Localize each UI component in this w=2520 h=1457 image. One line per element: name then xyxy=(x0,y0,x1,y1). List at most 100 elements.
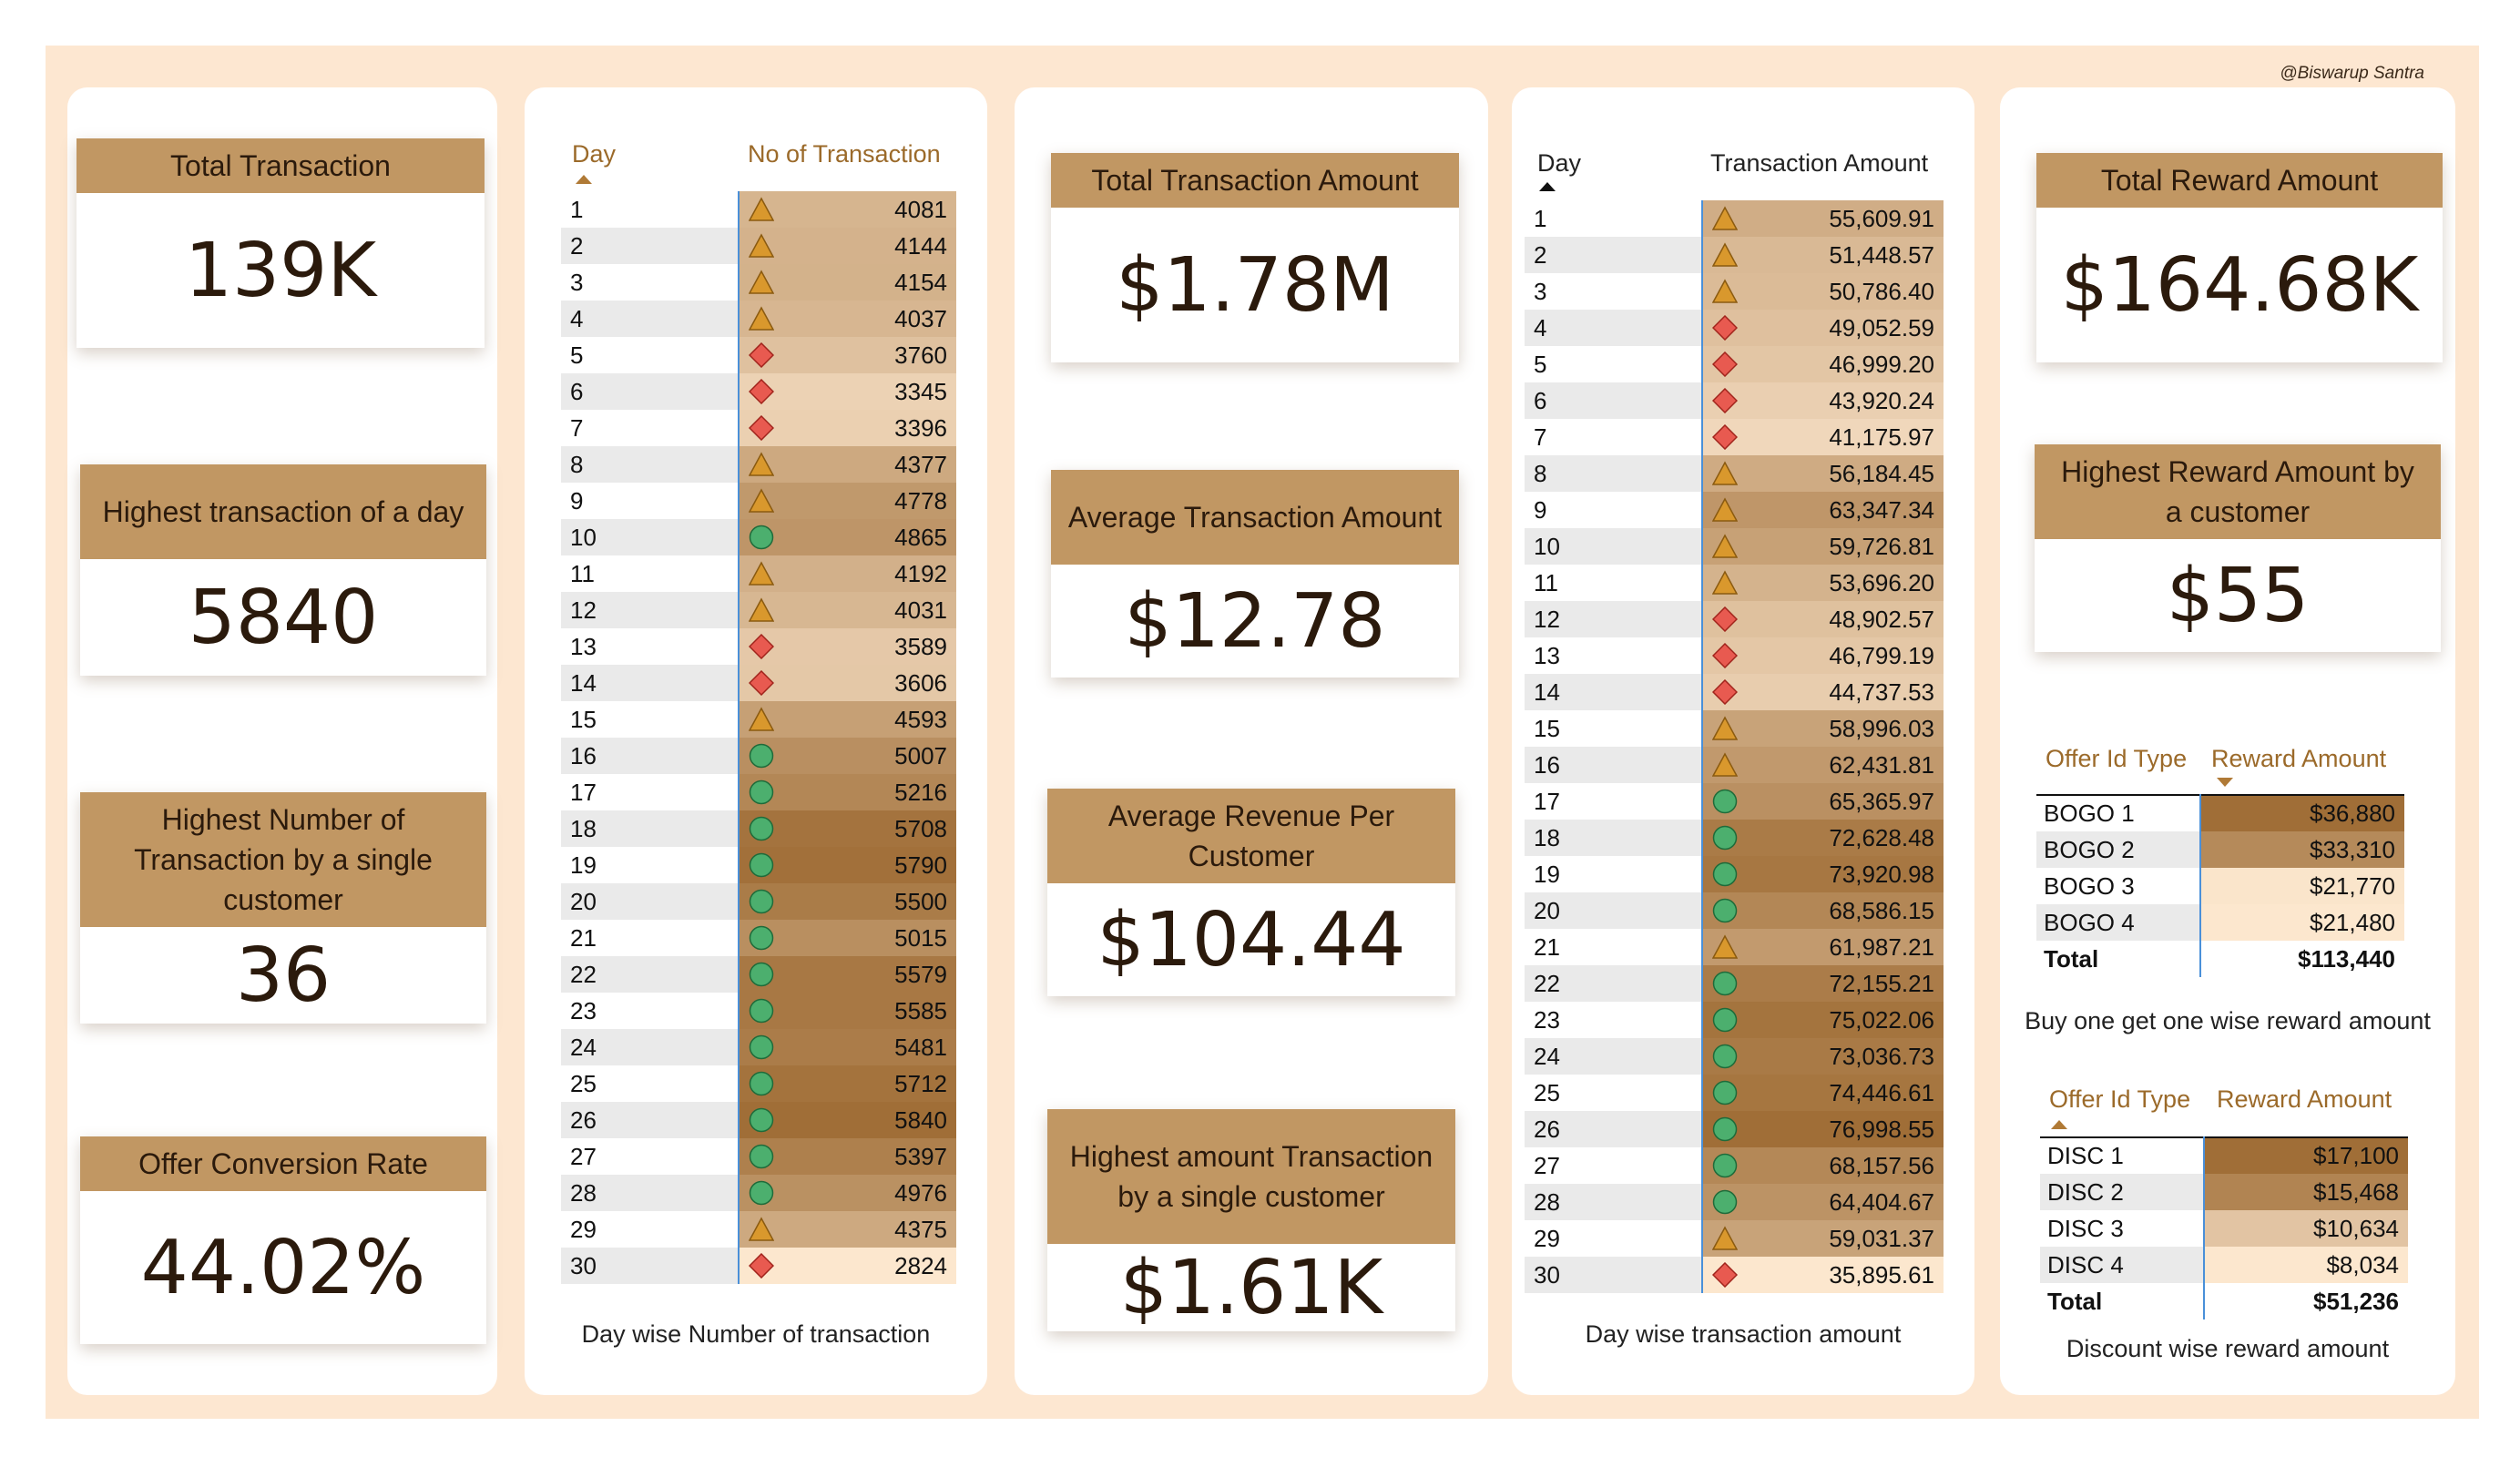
day-cell: 30 xyxy=(1525,1257,1703,1293)
day-cell: 18 xyxy=(1525,820,1703,856)
table-row: 13 46,799.19 xyxy=(1525,637,1944,674)
value-cell: 65,365.97 xyxy=(1702,783,1944,820)
day-amount-table: 1 55,609.91 2 51,448.57 3 50,786.40 4 49,052.59… xyxy=(1525,200,1944,1293)
value-text: 50,786.40 xyxy=(1829,277,1934,305)
total-transaction-amount-card: Total Transaction Amount $1.78M xyxy=(1051,153,1459,362)
value-text: 72,628.48 xyxy=(1829,823,1934,851)
day-cell: 6 xyxy=(561,373,740,410)
sort-ascending-icon[interactable] xyxy=(1539,182,1556,191)
table-row: 1 55,609.91 xyxy=(1525,200,1944,237)
bogo-header-value[interactable]: Reward Amount xyxy=(2211,745,2387,772)
card-title: Highest Reward Amount by a customer xyxy=(2035,444,2441,539)
value-text: 64,404.67 xyxy=(1829,1187,1934,1216)
table-row: BOGO 1 $36,880 xyxy=(2036,794,2404,831)
day-cell: 8 xyxy=(561,446,740,483)
triangle-icon xyxy=(1712,534,1738,558)
table-row: 25 5712 xyxy=(561,1065,956,1102)
value-cell: 72,155.21 xyxy=(1702,965,1944,1002)
table-row: 17 65,365.97 xyxy=(1525,783,1944,820)
triangle-icon xyxy=(1712,934,1738,959)
table-row: 11 53,696.20 xyxy=(1525,565,1944,601)
value-cell: 61,987.21 xyxy=(1702,929,1944,965)
reward-cell: $36,880 xyxy=(2200,794,2404,831)
triangle-icon xyxy=(1712,716,1738,740)
table-row: 3 50,786.40 xyxy=(1525,273,1944,310)
table-row: 8 4377 xyxy=(561,446,956,483)
total-row: Total $113,440 xyxy=(2036,941,2404,977)
circle-icon xyxy=(749,779,774,805)
circle-icon xyxy=(1712,1007,1738,1033)
day-cell: 17 xyxy=(1525,783,1703,820)
table-row: 10 4865 xyxy=(561,519,956,555)
value-text: 73,920.98 xyxy=(1829,860,1934,888)
table-row: 16 62,431.81 xyxy=(1525,747,1944,783)
value-cell: 44,737.53 xyxy=(1702,674,1944,710)
diamond-icon xyxy=(749,379,774,404)
value-cell: 68,157.56 xyxy=(1702,1147,1944,1184)
day-cell: 3 xyxy=(561,264,740,301)
value-text: 65,365.97 xyxy=(1829,787,1934,815)
value-text: 72,155.21 xyxy=(1829,969,1934,997)
triangle-icon xyxy=(749,306,774,331)
day-cell: 29 xyxy=(1525,1220,1703,1257)
value-text: 35,895.61 xyxy=(1829,1260,1934,1289)
table-row: 27 68,157.56 xyxy=(1525,1147,1944,1184)
table-row: 18 72,628.48 xyxy=(1525,820,1944,856)
sort-ascending-icon[interactable] xyxy=(2051,1120,2067,1129)
value-cell: 73,920.98 xyxy=(1702,856,1944,892)
sort-ascending-icon[interactable] xyxy=(576,175,592,184)
table-row: 29 4375 xyxy=(561,1211,956,1248)
card-title: Total Transaction Amount xyxy=(1051,153,1459,208)
header-day[interactable]: Day xyxy=(1537,149,1582,177)
value-cell: 62,431.81 xyxy=(1702,747,1944,783)
day-cell: 30 xyxy=(561,1248,740,1284)
triangle-icon xyxy=(1712,497,1738,522)
table-row: 20 5500 xyxy=(561,883,956,920)
table-row: 18 5708 xyxy=(561,810,956,847)
offer-id-cell: BOGO 1 xyxy=(2036,794,2201,831)
value-text: 4778 xyxy=(894,486,947,515)
diamond-icon xyxy=(1712,679,1738,705)
card-value: $104.44 xyxy=(1097,896,1406,983)
reward-cell: $15,468 xyxy=(2204,1174,2408,1210)
card-value: $12.78 xyxy=(1124,577,1386,665)
value-cell: 51,448.57 xyxy=(1702,237,1944,273)
sort-descending-icon[interactable] xyxy=(2217,778,2233,787)
value-text: 5216 xyxy=(894,778,947,806)
table-row: 22 5579 xyxy=(561,956,956,993)
day-cell: 28 xyxy=(1525,1184,1703,1220)
value-cell: 2824 xyxy=(739,1248,956,1284)
table-row: DISC 2 $15,468 xyxy=(2040,1174,2408,1210)
header-day[interactable]: Day xyxy=(572,140,617,168)
value-text: 4192 xyxy=(894,559,947,587)
header-transaction-amount[interactable]: Transaction Amount xyxy=(1710,149,1929,177)
day-cell: 25 xyxy=(561,1065,740,1102)
value-text: 53,696.20 xyxy=(1829,568,1934,596)
day-count-table: 1 4081 2 4144 3 4154 4 4037 5 3760 6 3345 7 3396 8 4377… xyxy=(561,191,956,1284)
day-cell: 26 xyxy=(561,1102,740,1138)
table-row: 8 56,184.45 xyxy=(1525,455,1944,492)
value-cell: 4192 xyxy=(739,555,956,592)
table-row: 22 72,155.21 xyxy=(1525,965,1944,1002)
value-cell: 5585 xyxy=(739,993,956,1029)
value-text: 4976 xyxy=(894,1178,947,1207)
table-row: 7 3396 xyxy=(561,410,956,446)
disc-header-key[interactable]: Offer Id Type xyxy=(2049,1085,2191,1113)
table-row: 25 74,446.61 xyxy=(1525,1075,1944,1111)
bogo-header-key[interactable]: Offer Id Type xyxy=(2046,745,2188,772)
card-title: Highest transaction of a day xyxy=(80,464,486,559)
value-text: 58,996.03 xyxy=(1829,714,1934,742)
average-revenue-per-customer-card: Average Revenue Per Customer $104.44 xyxy=(1047,789,1455,996)
circle-icon xyxy=(1712,1044,1738,1069)
triangle-icon xyxy=(1712,242,1738,267)
value-text: 46,799.19 xyxy=(1829,641,1934,669)
day-cell: 23 xyxy=(561,993,740,1029)
card-value: $164.68K xyxy=(2060,241,2419,329)
triangle-icon xyxy=(1712,570,1738,595)
day-cell: 13 xyxy=(561,628,740,665)
diamond-icon xyxy=(749,415,774,441)
header-no-of-transaction[interactable]: No of Transaction xyxy=(748,140,941,168)
value-text: 3396 xyxy=(894,413,947,442)
disc-header-value[interactable]: Reward Amount xyxy=(2217,1085,2392,1113)
circle-icon xyxy=(749,1034,774,1060)
